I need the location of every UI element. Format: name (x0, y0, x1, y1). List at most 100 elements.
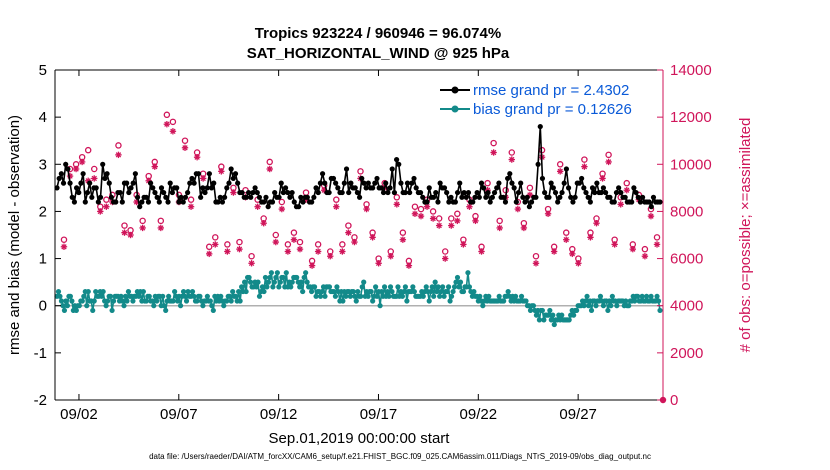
bias-point (277, 279, 283, 285)
obs-possible-point (411, 203, 419, 210)
rmse-point (108, 194, 115, 200)
rmse-point (511, 185, 517, 191)
rmse-point (56, 175, 62, 182)
bias-point (597, 293, 604, 299)
rmse-point (313, 185, 319, 191)
bias-point (227, 293, 233, 299)
y-right-tick-label: 10000 (670, 156, 712, 173)
bias-point (268, 270, 274, 276)
obs-assimilated-point (60, 243, 68, 250)
obs-assimilated-point (587, 234, 594, 241)
asterisk-stroke (79, 159, 85, 165)
obs-possible-point (236, 238, 243, 246)
rmse-point (613, 189, 620, 196)
rmse-point (639, 194, 646, 200)
bias-point (243, 288, 249, 295)
asterisk-stroke (121, 229, 128, 236)
bias-point (105, 298, 111, 304)
bias-point (79, 298, 85, 304)
bias-point (91, 298, 97, 304)
asterisk-stroke (654, 241, 660, 248)
asterisk-stroke (460, 241, 467, 248)
bias-point (571, 312, 577, 318)
bias-point (55, 288, 62, 295)
rmse-point (180, 199, 186, 205)
obs-possible-point (399, 229, 407, 236)
bias-point (210, 307, 216, 314)
obs-possible-point (163, 111, 171, 119)
bias-point (434, 288, 440, 295)
bias-point (527, 307, 534, 314)
asterisk-stroke (388, 253, 394, 259)
obs-assimilated-point (581, 163, 588, 170)
bias-point (110, 298, 117, 304)
rmse-point (211, 180, 217, 186)
asterisk-stroke (496, 225, 503, 231)
bias-point (378, 288, 385, 295)
rmse-point (437, 180, 443, 186)
asterisk-stroke (466, 204, 473, 210)
bias-point (180, 288, 187, 295)
rmse-point (389, 166, 395, 172)
bias-point (451, 284, 458, 290)
bias-point (76, 303, 82, 309)
rmse-point (206, 171, 212, 177)
asterisk-stroke (472, 218, 479, 224)
rmse-point (433, 189, 439, 196)
bias-point (465, 270, 471, 276)
obs-possible-point (272, 231, 280, 239)
bias-point (377, 303, 383, 309)
bias-point (401, 288, 407, 295)
rmse-point (330, 175, 337, 182)
rmse-point (156, 199, 162, 205)
obs-possible-point (532, 252, 540, 260)
rmse-point (585, 194, 591, 200)
bias-point (374, 293, 380, 299)
y-left-axis-ticks: -2 -1 0 1 2 3 4 5 (34, 62, 61, 409)
obs-assimilated-point (435, 222, 443, 229)
bias-point (343, 293, 349, 299)
obs-assimilated-point (429, 215, 437, 222)
obs-assimilated-point (333, 203, 340, 210)
rmse-point (346, 189, 352, 196)
footnote: data file: /Users/raeder/DAI/ATM_forcXX/… (149, 452, 651, 461)
rmse-point (607, 194, 613, 200)
rmse-point (594, 180, 600, 186)
bias-point (429, 284, 435, 290)
rmse-point (483, 194, 489, 200)
rmse-point (126, 189, 132, 196)
obs-assimilated-point (393, 201, 401, 208)
bias-point (60, 303, 66, 309)
bias-point (626, 303, 632, 309)
obs-possible-point (266, 158, 273, 166)
bias-point (67, 293, 73, 299)
asterisk-stroke (563, 237, 569, 243)
y-left-tick-label: 4 (39, 109, 47, 126)
obs-assimilated-point (181, 144, 189, 151)
asterisk-stroke (315, 248, 321, 255)
obs-assimilated-point (72, 165, 80, 173)
obs-assimilated-point (508, 156, 515, 163)
bias-point (228, 298, 234, 304)
asterisk-stroke (394, 201, 400, 208)
rmse-point (494, 185, 500, 191)
rmse-point (550, 185, 556, 191)
bias-point (623, 298, 629, 304)
rmse-point (650, 194, 657, 200)
asterisk-stroke (533, 260, 539, 266)
bias-point (456, 284, 462, 290)
y-left-tick-label: 5 (39, 62, 47, 79)
y-right-tick-label: 8000 (670, 203, 703, 220)
obs-assimilated-point (569, 250, 576, 258)
rmse-point (354, 189, 361, 196)
rmse-point (424, 199, 430, 205)
bias-point (566, 317, 572, 323)
bias-point (119, 298, 126, 304)
bias-point (146, 293, 152, 299)
bias-point (365, 293, 371, 299)
asterisk-stroke (152, 163, 158, 170)
rmse-point (359, 175, 365, 182)
bias-point (505, 288, 511, 295)
bias-point (163, 307, 169, 314)
rmse-point (557, 194, 563, 200)
